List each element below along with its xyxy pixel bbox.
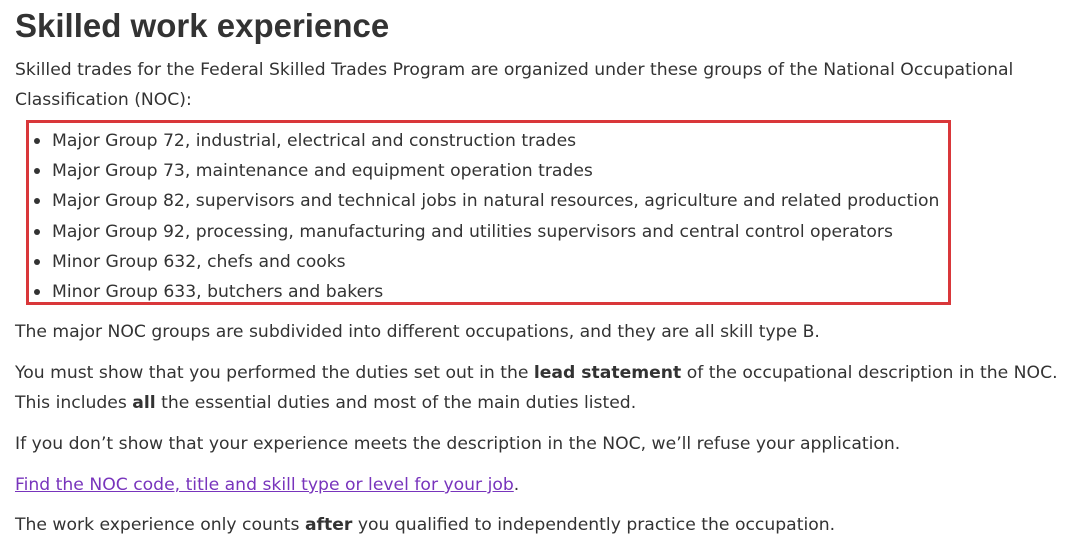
list-item: Major Group 82, supervisors and technica… [32, 186, 939, 216]
link-suffix: . [513, 475, 520, 495]
bullet-icon [34, 228, 40, 235]
find-noc-code-link[interactable]: Find the NOC code, title and skill type … [15, 475, 514, 495]
list-item-text: Major Group 82, supervisors and technica… [52, 191, 940, 212]
page-title: Skilled work experience [15, 7, 390, 44]
bullet-icon [34, 138, 40, 144]
list-item-text: Minor Group 632, chefs and cooks [52, 251, 346, 272]
noc-group-list: Major Group 72, industrial, electrical a… [32, 126, 939, 307]
list-item-text: Minor Group 633, butchers and bakers [52, 282, 384, 303]
list-item-text: Major Group 73, maintenance and equipmen… [52, 161, 593, 182]
bullet-icon [34, 198, 40, 205]
refuse-paragraph: If you don’t show that your experience m… [15, 434, 901, 454]
duties-text-middle: of the occupational description in the N… [15, 363, 1058, 413]
list-item-text: Major Group 92, processing, manufacturin… [52, 221, 893, 242]
duties-text-start: You must show that you performed the dut… [15, 363, 534, 383]
list-item: Major Group 72, industrial, electrical a… [32, 126, 939, 156]
counts-text-start: The work experience only counts [15, 515, 305, 535]
bullet-icon [34, 289, 40, 296]
subdivided-paragraph: The major NOC groups are subdivided into… [15, 322, 820, 342]
after-emphasis: after [304, 515, 353, 535]
lead-statement-emphasis: lead statement [533, 363, 682, 383]
list-item: Major Group 92, processing, manufacturin… [32, 217, 939, 247]
bullet-icon [34, 168, 40, 175]
list-item: Major Group 73, maintenance and equipmen… [32, 156, 939, 186]
counts-paragraph: The work experience only counts after yo… [15, 510, 835, 540]
list-item: Minor Group 632, chefs and cooks [32, 247, 939, 277]
duties-text-end: the essential duties and most of the mai… [155, 393, 637, 413]
list-item-text: Major Group 72, industrial, electrical a… [52, 131, 577, 151]
link-paragraph: Find the NOC code, title and skill type … [15, 470, 519, 500]
bullet-icon [34, 258, 40, 265]
intro-paragraph: Skilled trades for the Federal Skilled T… [15, 60, 1014, 110]
counts-text-end: you qualified to independently practice … [352, 515, 836, 535]
duties-paragraph: You must show that you performed the dut… [15, 358, 1060, 418]
highlight-box [26, 120, 951, 305]
list-item: Minor Group 633, butchers and bakers [32, 277, 939, 307]
all-emphasis: all [132, 393, 156, 413]
